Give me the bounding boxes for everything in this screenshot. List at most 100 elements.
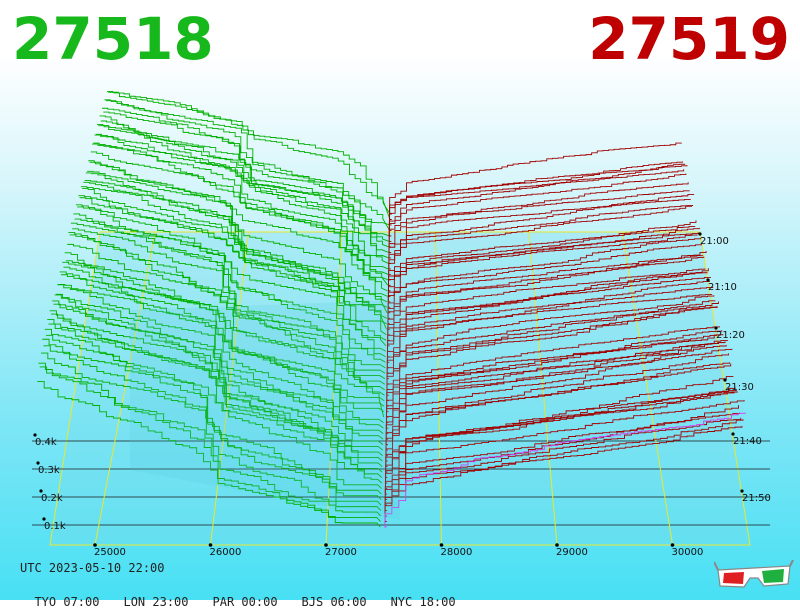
ask-depth-line (387, 280, 710, 352)
price-tick-marker (208, 543, 213, 547)
ask-depth-line (388, 205, 694, 270)
ask-depth-line (388, 182, 689, 248)
ask-depth-line (385, 353, 729, 446)
ask-depth-line (385, 348, 733, 462)
price-tick-marker (670, 543, 675, 547)
price-tick-marker (555, 543, 559, 547)
ask-depth-line (387, 250, 707, 336)
ask-depth-line (389, 169, 685, 226)
time-tick-label: 21:00 (700, 236, 729, 247)
bid-depth-line (42, 338, 382, 506)
ask-depth-line (386, 334, 724, 418)
ask-depth-line (388, 198, 691, 259)
volume-tick-label: 0.2k (41, 493, 63, 504)
ask-depth-line (387, 244, 703, 314)
bid-depth-line (82, 188, 387, 330)
bid-depth-line (40, 352, 382, 511)
bid-depth-line (104, 99, 391, 231)
timezone-row: TYO 07:00 LON 23:00 PAR 00:00 BJS 06:00 NYC … (20, 581, 480, 609)
bid-depth-line (107, 91, 391, 220)
price-tick-label: 25000 (94, 547, 126, 558)
volume-tick-marker (33, 433, 37, 437)
bid-depth-line (37, 381, 381, 528)
bid-depth-line (62, 261, 385, 418)
tz-nyc: NYC 18:00 (390, 595, 456, 609)
price-tick-label: 26000 (210, 547, 242, 558)
price-gridline (622, 231, 673, 546)
ask-price: 27519 (588, 5, 790, 73)
volume-tick-label: 0.3k (38, 465, 60, 476)
bid-depth-line (99, 115, 390, 253)
ask-depth-line (384, 412, 746, 528)
bid-depth-line (48, 323, 383, 478)
time-tick-label: 21:20 (716, 330, 745, 341)
bid-depth-line (85, 172, 388, 314)
bid-depth-line (49, 310, 383, 473)
ask-depth-line (388, 173, 687, 237)
bid-depth-line (108, 91, 391, 215)
bid-depth-line (38, 362, 381, 522)
ask-depth-line (386, 342, 725, 424)
bid-depth-line (54, 294, 383, 451)
time-tick-label: 21:40 (733, 436, 762, 447)
bid-depth-line (43, 345, 382, 500)
ask-depth-line (388, 226, 696, 281)
volume-tick-marker (36, 461, 40, 465)
ask-depth-line (384, 400, 745, 522)
ask-depth-line (388, 205, 692, 264)
ask-depth-line (385, 339, 728, 440)
time-tick-label: 21:50 (742, 493, 771, 504)
bid-depth-line (89, 161, 388, 297)
time-tick-marker (723, 378, 727, 382)
time-tick-label: 21:10 (708, 282, 737, 293)
ask-depth-line (386, 294, 713, 363)
ask-depth-line (386, 300, 716, 380)
bid-depth-line (68, 231, 385, 391)
time-tick-marker (714, 326, 718, 330)
volume-tick-marker (39, 489, 43, 493)
bid-depth-line (60, 274, 384, 424)
ask-depth-line (389, 161, 683, 220)
utc-time: UTC 2023-05-10 22:00 (20, 561, 165, 575)
price-tick-label: 27000 (325, 547, 357, 558)
ask-depth-line (386, 295, 715, 374)
volume-tick-label: 0.1k (44, 521, 66, 532)
ask-depth-line (388, 194, 695, 275)
bid-depth-line (98, 125, 389, 259)
bid-depth-line (72, 228, 386, 374)
tz-bjs: BJS 06:00 (301, 595, 367, 609)
volume-tick-marker (42, 517, 46, 521)
bid-depth-line (97, 123, 389, 264)
price-tick-marker (324, 543, 328, 547)
price-tick-label: 28000 (441, 547, 473, 558)
tz-lon: LON 23:00 (123, 595, 189, 609)
price-gridline (94, 231, 156, 546)
ask-depth-line (385, 345, 727, 435)
ask-depth-line (388, 220, 697, 286)
ask-depth-line (388, 165, 688, 242)
bid-depth-line (90, 151, 388, 292)
ask-depth-line (387, 256, 705, 325)
ask-depth-line (387, 255, 704, 319)
bid-depth-line (77, 206, 387, 352)
ask-depth-line (389, 142, 682, 215)
bid-depth-line (88, 160, 388, 303)
time-tick-marker (731, 432, 735, 436)
ask-depth-line (387, 227, 700, 303)
bid-depth-line (102, 107, 390, 242)
ask-depth-line (384, 412, 741, 500)
bid-depth-line (103, 111, 390, 237)
ask-depth-line (386, 306, 717, 385)
tz-par: PAR 00:00 (212, 595, 278, 609)
price-tick-label: 30000 (672, 547, 704, 558)
depth-shading (130, 300, 400, 520)
3d-glasses-icon[interactable] (714, 560, 794, 590)
bid-depth-line (45, 334, 382, 489)
ask-depth-line (388, 234, 698, 292)
bid-depth-line (58, 284, 384, 435)
bid-depth-line (63, 266, 385, 413)
price-tick-label: 29000 (556, 547, 588, 558)
ask-depth-line (386, 334, 722, 407)
ask-depth-line (388, 163, 686, 231)
bid-depth-line (39, 366, 381, 517)
